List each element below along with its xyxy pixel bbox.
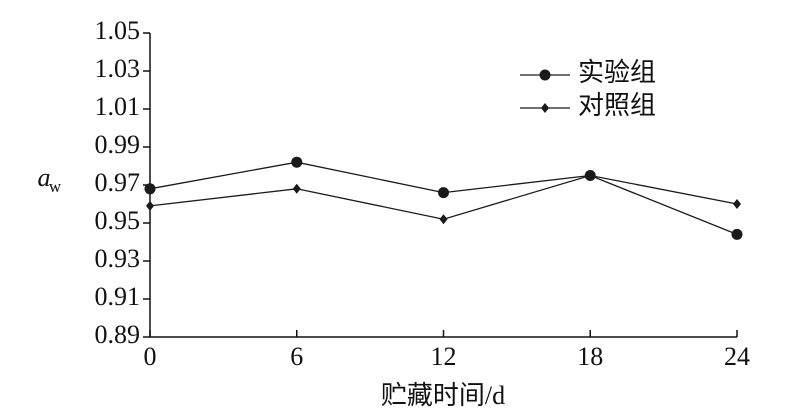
marker — [291, 156, 303, 168]
x-tick-label: 24 — [724, 342, 750, 371]
x-tick-label: 18 — [577, 342, 603, 371]
y-tick-label: 0.97 — [95, 168, 141, 197]
y-axis-label-subscript: w — [49, 177, 62, 196]
marker — [541, 103, 549, 113]
y-axis-label: a — [38, 163, 51, 192]
y-tick-label: 0.99 — [95, 130, 141, 159]
y-tick-label: 0.93 — [95, 244, 141, 273]
marker — [731, 228, 743, 240]
marker — [439, 214, 448, 225]
y-tick-label: 1.05 — [95, 16, 141, 45]
legend-label: 对照组 — [578, 91, 656, 120]
y-tick-label: 1.01 — [95, 92, 141, 121]
y-tick-label: 0.89 — [95, 320, 141, 349]
marker — [438, 187, 449, 199]
marker — [733, 199, 741, 209]
y-tick-label: 1.03 — [95, 54, 141, 83]
legend-label: 实验组 — [578, 58, 656, 87]
marker — [146, 200, 154, 211]
x-axis-label: 贮藏时间/d — [381, 381, 505, 410]
marker — [144, 183, 156, 195]
marker — [292, 183, 301, 194]
y-tick-label: 0.91 — [95, 282, 141, 311]
x-tick-label: 6 — [290, 342, 303, 371]
x-tick-label: 12 — [431, 342, 457, 371]
marker — [586, 170, 595, 181]
y-tick-label: 0.95 — [95, 206, 141, 235]
marker — [539, 69, 551, 81]
x-tick-label: 0 — [144, 342, 157, 371]
